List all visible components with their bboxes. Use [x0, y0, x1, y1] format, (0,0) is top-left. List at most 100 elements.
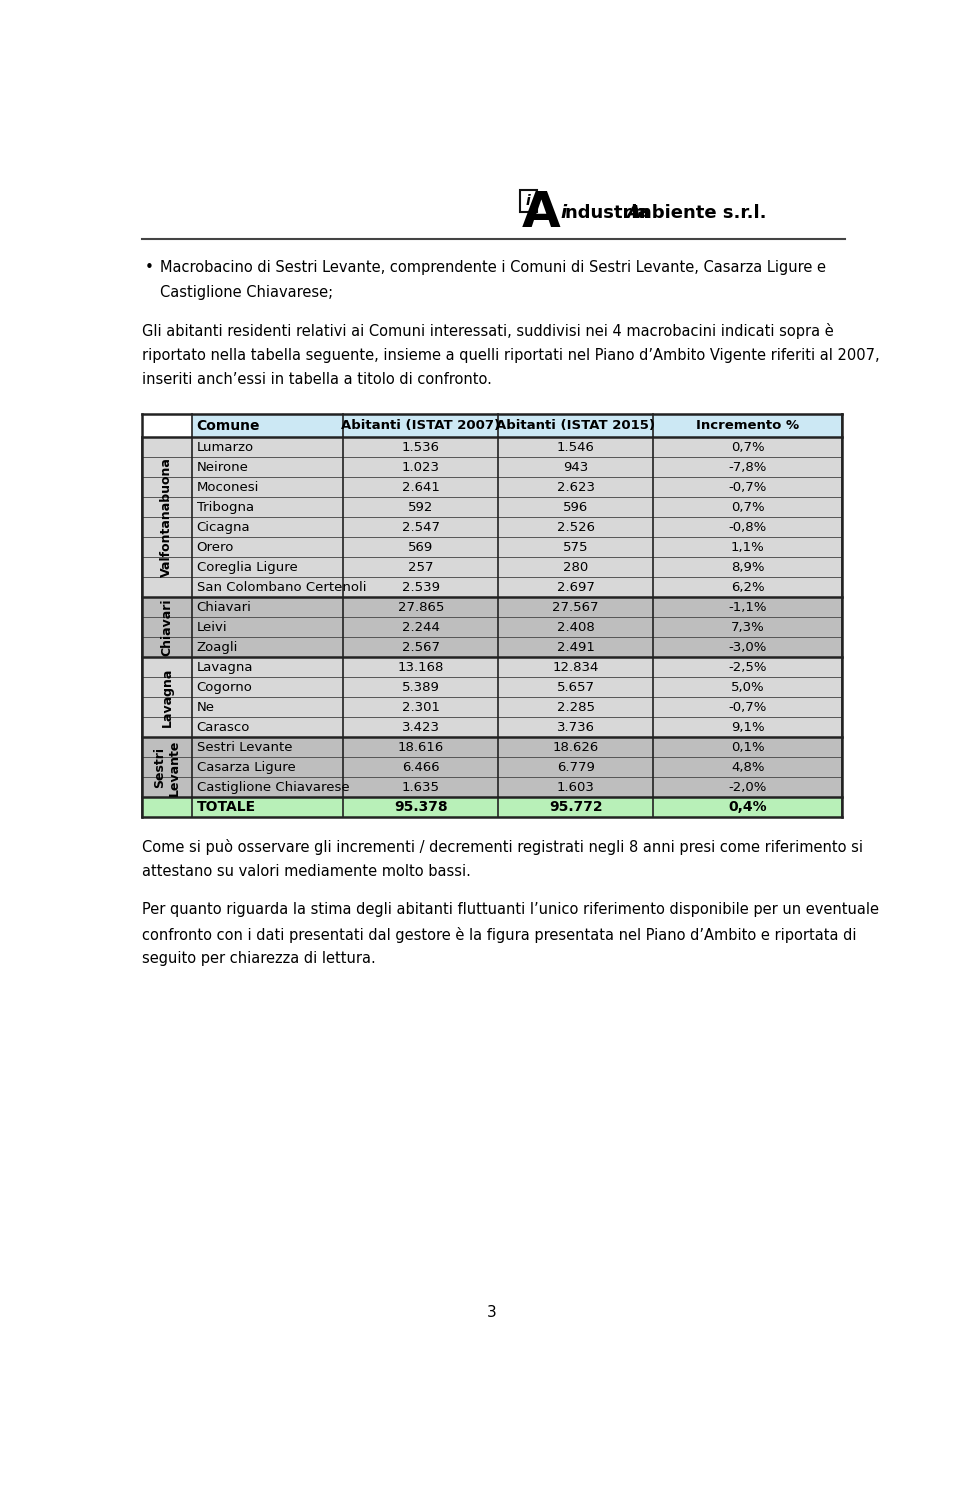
- Text: 2.285: 2.285: [557, 700, 594, 714]
- Text: Sestri
Levante: Sestri Levante: [153, 739, 180, 796]
- Text: Zoagli: Zoagli: [197, 640, 238, 654]
- Bar: [192, 657, 842, 678]
- Text: inseriti anch’essi in tabella a titolo di confronto.: inseriti anch’essi in tabella a titolo d…: [142, 372, 492, 387]
- Text: 2.567: 2.567: [401, 640, 440, 654]
- Text: Chiavari: Chiavari: [160, 599, 174, 655]
- Bar: [192, 617, 842, 638]
- Text: Incremento %: Incremento %: [696, 420, 800, 431]
- Text: Lavagna: Lavagna: [160, 667, 174, 727]
- Bar: [192, 414, 842, 437]
- Text: 0,4%: 0,4%: [729, 800, 767, 815]
- Text: -0,7%: -0,7%: [729, 700, 767, 714]
- Text: •: •: [145, 260, 154, 275]
- Text: Sestri Levante: Sestri Levante: [197, 741, 292, 754]
- Text: Chiavari: Chiavari: [197, 600, 252, 614]
- Text: -1,1%: -1,1%: [729, 600, 767, 614]
- Text: 1.536: 1.536: [401, 440, 440, 454]
- Text: Leivi: Leivi: [197, 621, 228, 635]
- Text: 2.641: 2.641: [402, 481, 440, 494]
- Text: confronto con i dati presentati dal gestore è la figura presentata nel Piano d’A: confronto con i dati presentati dal gest…: [142, 927, 856, 944]
- Text: 4,8%: 4,8%: [731, 761, 764, 773]
- Text: -3,0%: -3,0%: [729, 640, 767, 654]
- Bar: [192, 517, 842, 537]
- Text: 1.635: 1.635: [401, 781, 440, 794]
- Text: Lavagna: Lavagna: [197, 661, 253, 673]
- Bar: [192, 757, 842, 778]
- Text: Carasco: Carasco: [197, 721, 251, 735]
- Text: 280: 280: [564, 561, 588, 573]
- Bar: [192, 638, 842, 657]
- Text: 2.408: 2.408: [557, 621, 594, 635]
- Text: mbiente s.r.l.: mbiente s.r.l.: [633, 205, 766, 222]
- Text: Valfontanabuona: Valfontanabuona: [160, 457, 174, 578]
- Text: -2,5%: -2,5%: [729, 661, 767, 673]
- Text: 18.616: 18.616: [397, 741, 444, 754]
- Text: 3.736: 3.736: [557, 721, 594, 735]
- Text: 1.546: 1.546: [557, 440, 594, 454]
- Text: 5.389: 5.389: [402, 681, 440, 694]
- Text: 3: 3: [487, 1305, 497, 1320]
- Bar: [520, 190, 537, 212]
- Text: 13.168: 13.168: [397, 661, 444, 673]
- Text: 1.603: 1.603: [557, 781, 594, 794]
- Bar: [142, 657, 192, 738]
- Text: Per quanto riguarda la stima degli abitanti fluttuanti l’unico riferimento dispo: Per quanto riguarda la stima degli abita…: [142, 902, 878, 917]
- Bar: [192, 738, 842, 757]
- Text: 2.526: 2.526: [557, 521, 594, 533]
- Text: Casarza Ligure: Casarza Ligure: [197, 761, 296, 773]
- Bar: [192, 778, 842, 797]
- Text: 575: 575: [563, 540, 588, 554]
- Text: Coreglia Ligure: Coreglia Ligure: [197, 561, 298, 573]
- Text: A: A: [522, 190, 561, 237]
- Text: 0,7%: 0,7%: [731, 500, 764, 514]
- Text: 2.301: 2.301: [401, 700, 440, 714]
- Text: 257: 257: [408, 561, 434, 573]
- Text: Castiglione Chiavarese;: Castiglione Chiavarese;: [160, 285, 333, 300]
- Text: A: A: [626, 205, 640, 222]
- Bar: [142, 437, 192, 597]
- Text: 3.423: 3.423: [401, 721, 440, 735]
- Text: 27.865: 27.865: [397, 600, 444, 614]
- Text: 2.491: 2.491: [557, 640, 594, 654]
- Text: 5.657: 5.657: [557, 681, 594, 694]
- Text: i: i: [526, 194, 531, 208]
- Bar: [192, 537, 842, 557]
- Text: Abitanti (ISTAT 2007): Abitanti (ISTAT 2007): [341, 420, 500, 431]
- Text: San Colombano Certenoli: San Colombano Certenoli: [197, 581, 366, 594]
- Text: Come si può osservare gli incrementi / decrementi registrati negli 8 anni presi : Come si può osservare gli incrementi / d…: [142, 839, 863, 855]
- Text: -0,7%: -0,7%: [729, 481, 767, 494]
- Text: Neirone: Neirone: [197, 461, 249, 473]
- Text: i: i: [561, 205, 566, 222]
- Text: 18.626: 18.626: [553, 741, 599, 754]
- Text: Orero: Orero: [197, 540, 234, 554]
- Text: TOTALE: TOTALE: [197, 800, 256, 815]
- Text: 569: 569: [408, 540, 433, 554]
- Text: 12.834: 12.834: [553, 661, 599, 673]
- Text: 592: 592: [408, 500, 433, 514]
- Bar: [192, 557, 842, 578]
- Text: -2,0%: -2,0%: [729, 781, 767, 794]
- Text: 27.567: 27.567: [552, 600, 599, 614]
- Text: 1,1%: 1,1%: [731, 540, 764, 554]
- Text: 2.244: 2.244: [402, 621, 440, 635]
- Text: Comune: Comune: [196, 418, 259, 433]
- Text: seguito per chiarezza di lettura.: seguito per chiarezza di lettura.: [142, 951, 375, 966]
- Text: 2.623: 2.623: [557, 481, 594, 494]
- Bar: [142, 797, 842, 818]
- Text: Moconesi: Moconesi: [197, 481, 259, 494]
- Bar: [192, 578, 842, 597]
- Text: 8,9%: 8,9%: [731, 561, 764, 573]
- Text: 2.547: 2.547: [401, 521, 440, 533]
- Bar: [192, 597, 842, 617]
- Text: 5,0%: 5,0%: [731, 681, 764, 694]
- Text: 0,7%: 0,7%: [731, 440, 764, 454]
- Text: 95.772: 95.772: [549, 800, 603, 815]
- Text: -7,8%: -7,8%: [729, 461, 767, 473]
- Bar: [192, 718, 842, 738]
- Bar: [142, 597, 192, 657]
- Bar: [142, 738, 192, 797]
- Text: 6.466: 6.466: [402, 761, 440, 773]
- Text: 596: 596: [564, 500, 588, 514]
- Bar: [192, 497, 842, 517]
- Text: 2.697: 2.697: [557, 581, 594, 594]
